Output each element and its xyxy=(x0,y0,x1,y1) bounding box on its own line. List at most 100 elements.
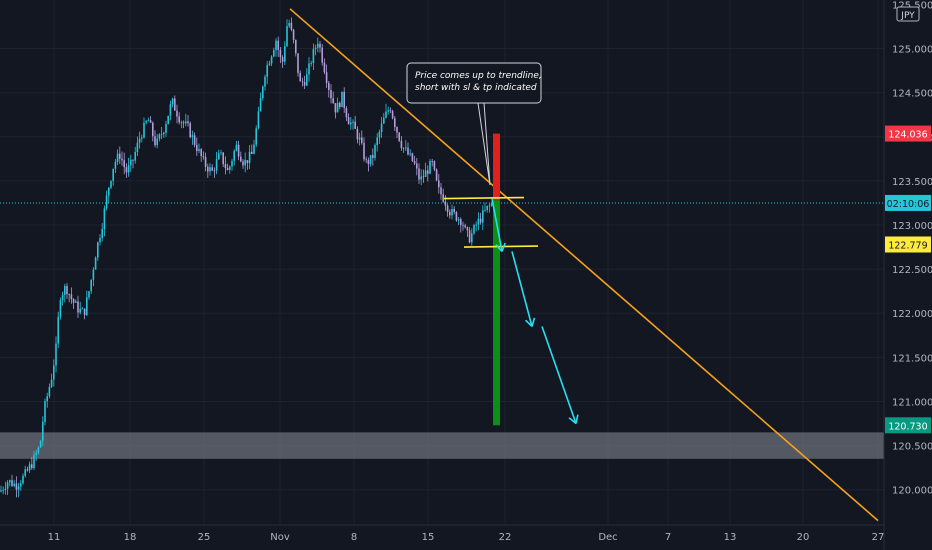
candle-body xyxy=(167,115,169,124)
candle-body xyxy=(413,161,416,164)
candle-body xyxy=(284,46,286,62)
candle-body xyxy=(277,40,279,50)
candle-body xyxy=(11,480,13,486)
candle-body xyxy=(479,218,482,223)
candle-body xyxy=(319,43,321,48)
candle-body xyxy=(257,111,260,129)
candle-body xyxy=(125,167,128,173)
x-tick-label: 25 xyxy=(198,532,211,543)
candle-body xyxy=(35,452,37,455)
y-tick-label: 124.500 xyxy=(892,89,932,100)
candle-body xyxy=(174,98,176,111)
candle-body xyxy=(218,153,220,160)
candle-body xyxy=(369,155,372,165)
candle-body xyxy=(358,137,361,140)
candle-body xyxy=(482,210,484,223)
candle-body xyxy=(350,122,352,125)
stop-loss-price-label: 124.036 xyxy=(888,130,927,141)
candle-body xyxy=(44,401,46,422)
candle-body xyxy=(154,136,156,146)
candle-body xyxy=(187,121,189,124)
candle-body xyxy=(275,40,277,51)
candle-body xyxy=(365,159,367,161)
projection-arrow xyxy=(491,198,503,252)
candle-body xyxy=(317,43,319,48)
candle-body xyxy=(53,365,55,380)
candle-body xyxy=(420,176,422,180)
candle-body xyxy=(378,131,381,138)
candle-body xyxy=(262,86,264,99)
candle-body xyxy=(312,48,315,64)
candle-body xyxy=(0,490,2,492)
candle-body xyxy=(407,147,409,155)
currency-badge[interactable]: JPY xyxy=(896,6,920,22)
candle-body xyxy=(484,209,486,211)
candle-body xyxy=(130,159,132,166)
candle-body xyxy=(97,242,99,258)
candle-body xyxy=(79,308,81,313)
candle-body xyxy=(486,205,488,210)
candle-body xyxy=(163,132,165,135)
candle-body xyxy=(345,108,348,118)
x-tick-label: 20 xyxy=(797,532,810,543)
candle-body xyxy=(169,104,172,116)
candle-body xyxy=(405,147,407,149)
candle-body xyxy=(103,208,106,230)
candle-body xyxy=(266,65,268,77)
candle-body xyxy=(24,469,26,476)
candle-body xyxy=(92,269,95,280)
candle-body xyxy=(39,440,42,448)
candle-body xyxy=(20,483,22,487)
candle-body xyxy=(31,464,33,469)
currency-badge-text: JPY xyxy=(900,11,915,21)
support-zone xyxy=(0,432,884,459)
candle-body xyxy=(418,168,420,180)
candle-body xyxy=(330,90,332,99)
candle-body xyxy=(176,110,178,117)
candle-body xyxy=(178,116,180,123)
candle-body xyxy=(323,62,326,73)
candle-body xyxy=(343,91,345,109)
candle-body xyxy=(411,153,414,162)
candle-body xyxy=(244,160,246,166)
candle-body xyxy=(264,76,266,87)
candle-body xyxy=(400,140,403,149)
y-tick-label: 122.000 xyxy=(892,309,932,320)
candle-body xyxy=(446,205,449,212)
stop-loss-price-label-bg xyxy=(885,125,931,142)
candle-body xyxy=(306,74,308,86)
x-tick-label: 18 xyxy=(124,532,137,543)
candle-body xyxy=(46,396,48,402)
annotation-text-line: short with sl & tp indicated xyxy=(415,83,537,93)
candle-body xyxy=(22,475,24,484)
x-axis: 11 18 25 Nov 8 15 22 Dec 7 13 20 27 xyxy=(48,532,885,543)
annotation-text-line: Price comes up to trendline, xyxy=(415,71,542,81)
projection-arrow-head xyxy=(501,242,506,252)
candle-body xyxy=(389,110,392,112)
candle-body xyxy=(204,157,207,167)
candle-body xyxy=(475,224,477,226)
x-tick-label: 8 xyxy=(351,532,357,543)
candle-body xyxy=(237,144,240,157)
candle-body xyxy=(88,291,90,298)
candle-body xyxy=(477,218,480,225)
projection-arrow-head xyxy=(531,317,536,327)
candle-body xyxy=(451,208,453,216)
candle-body xyxy=(110,180,112,188)
candle-body xyxy=(119,153,121,159)
candle-body xyxy=(380,123,383,132)
annotation-box xyxy=(406,62,542,104)
y-tick-label: 120.000 xyxy=(892,486,932,497)
candle-body xyxy=(471,233,473,243)
candle-body xyxy=(398,132,400,141)
take-profit-price-label-bg xyxy=(885,417,931,434)
candle-body xyxy=(361,137,363,143)
candle-body xyxy=(68,294,70,295)
candle-body xyxy=(224,164,227,168)
candle-body xyxy=(123,160,125,168)
candle-body xyxy=(422,176,425,178)
candle-body xyxy=(449,211,451,216)
candle-body xyxy=(94,257,97,270)
candle-body xyxy=(145,121,147,123)
